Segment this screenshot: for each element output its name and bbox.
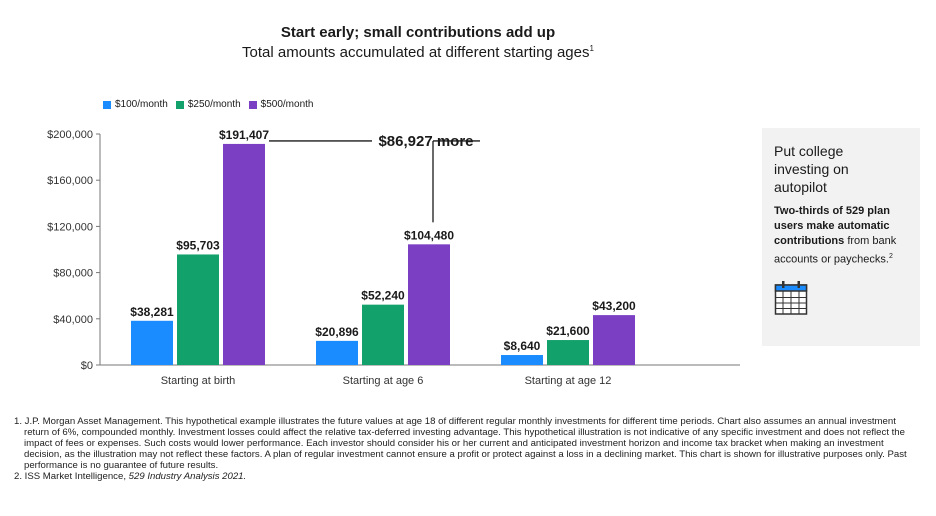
bar xyxy=(177,254,219,365)
annotation-label: $86,927 more xyxy=(378,133,473,150)
legend-swatch-500 xyxy=(248,100,257,109)
callout-body: Two-thirds of 529 plan users make automa… xyxy=(774,204,904,268)
chart-legend: $100/month $250/month $500/month xyxy=(103,99,313,110)
callout-body-bold: Two-thirds of 529 plan users make automa… xyxy=(774,205,890,247)
y-tick-label: $40,000 xyxy=(53,314,93,326)
legend-item-500: $500/month xyxy=(248,99,314,110)
calendar-icon xyxy=(774,280,908,321)
bar xyxy=(131,320,173,365)
bar xyxy=(408,244,450,365)
x-tick-label: Starting at age 6 xyxy=(343,375,424,387)
legend-label-100: $100/month xyxy=(115,99,168,110)
bar xyxy=(547,340,589,365)
legend-item-250: $250/month xyxy=(175,99,241,110)
chart-title: Start early; small contributions add up xyxy=(280,24,556,41)
bar-data-label: $20,896 xyxy=(315,325,359,339)
callout-body-rest: from bank accounts or paychecks. xyxy=(774,235,897,266)
legend-item-100: $100/month xyxy=(103,99,168,110)
legend-swatch-100 xyxy=(103,100,111,109)
bar xyxy=(593,315,635,365)
legend-label-500: $500/month xyxy=(260,99,314,110)
footnote-2-text: 2. ISS Market Intelligence, xyxy=(14,471,129,482)
footnote-1: 1. J.P. Morgan Asset Management. This hy… xyxy=(14,416,907,471)
x-tick-label: Starting at age 12 xyxy=(525,375,612,387)
bar xyxy=(316,340,358,365)
chart-subtitle-text: Total amounts accumulated at different s… xyxy=(242,44,590,61)
y-tick-label: $80,000 xyxy=(53,268,93,280)
bar-data-label: $191,407 xyxy=(219,128,269,142)
footnote-2: 2. ISS Market Intelligence, 529 Industry… xyxy=(14,471,914,482)
legend-label-250: $250/month xyxy=(187,99,241,110)
bar-chart: $0 $40,000 $80,000 $120,000 $160,000 $200,000… xyxy=(47,128,740,387)
x-tick-label: Starting at birth xyxy=(161,375,236,387)
bar xyxy=(362,304,404,365)
footnotes: 1. J.P. Morgan Asset Management. This hy… xyxy=(14,416,914,482)
y-tick-label: $0 xyxy=(81,360,93,372)
bar-data-label: $104,480 xyxy=(404,228,454,242)
bar-data-label: $21,600 xyxy=(546,324,590,338)
bar xyxy=(223,143,265,365)
y-tick-label: $160,000 xyxy=(47,175,93,187)
y-tick-label: $120,000 xyxy=(47,221,93,233)
bar xyxy=(501,355,543,365)
bar-data-label: $43,200 xyxy=(592,299,636,313)
footnote-2-source: 529 Industry Analysis 2021. xyxy=(128,471,247,482)
bar-data-label: $95,703 xyxy=(176,238,220,252)
chart-subtitle: Total amounts accumulated at different s… xyxy=(0,44,836,61)
y-tick-label: $200,000 xyxy=(47,129,93,141)
bar-data-label: $52,240 xyxy=(361,289,405,303)
subtitle-footnote-mark: 1 xyxy=(589,44,594,53)
callout-heading: Put college investing on autopilot xyxy=(774,143,849,195)
bar-data-label: $38,281 xyxy=(130,305,174,319)
legend-swatch-250 xyxy=(175,100,184,109)
callout-footnote-mark: 2 xyxy=(888,253,893,260)
bar-data-label: $8,640 xyxy=(504,339,541,353)
callout-box: Put college investing on autopilot Two-t… xyxy=(762,128,920,346)
